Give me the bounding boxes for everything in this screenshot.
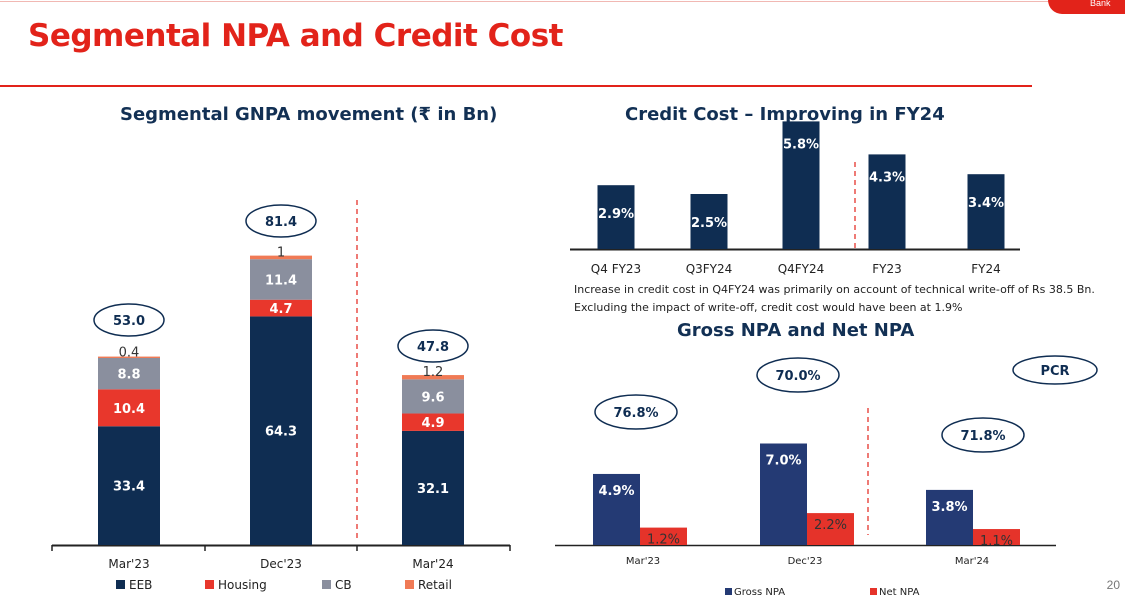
total-label: 47.8 (417, 340, 449, 355)
data-label-housing: 4.7 (269, 302, 292, 317)
top-border-line (0, 1, 1125, 2)
bar-housing-2 (402, 413, 464, 431)
pcr-value-label: 70.0% (775, 369, 820, 384)
data-label-retail: 1 (277, 245, 285, 260)
bar-cb-0 (98, 358, 160, 390)
legend-label-retail: Retail (418, 578, 452, 592)
data-label-cb: 9.6 (421, 390, 444, 405)
total-label: 81.4 (265, 215, 297, 230)
data-label-cb: 8.8 (117, 368, 140, 383)
bank-logo (1048, 0, 1125, 14)
x-tick-label: Q4FY24 (778, 262, 825, 276)
credit-cost-chart-title: Credit Cost – Improving in FY24 (625, 104, 945, 125)
x-tick-label: Dec'23 (260, 557, 302, 571)
credit-cost-bar-1 (690, 194, 728, 249)
total-ellipse (397, 329, 469, 363)
net-npa-bar-0 (640, 527, 687, 545)
legend-label-housing: Housing (218, 578, 267, 592)
total-ellipse (93, 303, 165, 337)
page-title: Segmental NPA and Credit Cost (28, 18, 563, 54)
credit-cost-bar-0 (597, 185, 635, 249)
credit-cost-note-line1: Increase in credit cost in Q4FY24 was pr… (574, 283, 1095, 296)
gross-npa-bar-2 (926, 489, 973, 545)
bar-retail-0 (98, 356, 160, 359)
net-npa-label: 2.2% (814, 518, 847, 533)
gross-npa-label: 4.9% (598, 484, 634, 499)
total-ellipse (245, 204, 317, 238)
pcr-legend-ellipse (1012, 355, 1098, 385)
x-tick-label: FY24 (971, 262, 1001, 276)
net-npa-bar-1 (807, 513, 854, 545)
gross-npa-bar-1 (760, 443, 807, 545)
x-tick-label: Mar'23 (108, 557, 149, 571)
data-label-cb: 11.4 (265, 273, 297, 288)
bar-housing-0 (98, 389, 160, 427)
x-tick-label: Mar'24 (955, 556, 989, 567)
page-number: 20 (1106, 578, 1120, 592)
gnpa-chart-title: Segmental GNPA movement (₹ in Bn) (120, 104, 498, 125)
legend-label-net-npa: Net NPA (879, 587, 920, 598)
legend-label-eeb: EEB (129, 578, 152, 592)
legend-swatch-housing (205, 580, 214, 589)
bar-eeb-0 (98, 426, 160, 545)
pcr-ellipse (756, 357, 840, 393)
legend-swatch-retail (405, 580, 414, 589)
pcr-legend-label: PCR (1040, 364, 1069, 379)
bar-cb-1 (250, 259, 312, 300)
credit-cost-value-label: 2.9% (598, 207, 634, 222)
legend-swatch-net-npa (870, 588, 877, 595)
credit-cost-value-label: 2.5% (691, 216, 727, 231)
credit-cost-bar-2 (782, 121, 820, 249)
gross-npa-label: 3.8% (931, 500, 967, 515)
credit-cost-bar-4 (967, 174, 1005, 249)
credit-cost-value-label: 5.8% (783, 137, 819, 152)
legend-swatch-cb (322, 580, 331, 589)
net-npa-label: 1.1% (980, 534, 1013, 549)
credit-cost-note-line2: Excluding the impact of write-off, credi… (574, 301, 963, 314)
legend-swatch-gross-npa (725, 588, 732, 595)
title-divider (0, 85, 1032, 87)
bar-retail-1 (250, 255, 312, 260)
x-tick-label: Q3FY24 (686, 262, 733, 276)
pcr-value-label: 71.8% (960, 429, 1005, 444)
x-tick-label: FY23 (872, 262, 902, 276)
credit-cost-bar-chart: 2.9% Q4 FY23 2.5% Q3FY24 5.8% Q4FY24 4.3% FY23 3… (570, 121, 1020, 276)
bar-housing-1 (250, 299, 312, 317)
data-label-retail: 1.2 (423, 365, 444, 380)
x-tick-label: Q4 FY23 (591, 262, 641, 276)
data-label-housing: 10.4 (113, 402, 145, 417)
data-label-retail: 0.4 (119, 345, 140, 360)
pcr-value-label: 76.8% (613, 406, 658, 421)
gnpa-stacked-bar-chart: 33.4 10.4 8.8 0.4 53.0 Mar'23 64.3 4.7 11.4 1 81.4… (51, 200, 511, 592)
bank-logo-text: Bank (1090, 0, 1111, 8)
total-label: 53.0 (113, 314, 145, 329)
data-label-eeb: 33.4 (113, 480, 145, 495)
legend-swatch-eeb (116, 580, 125, 589)
npa-grouped-bar-chart: 4.9% 1.2% Mar'23 76.8% 7.0% 2.2% Dec'23 70.0% 3.… (555, 355, 1098, 598)
net-npa-label: 1.2% (647, 533, 680, 548)
bar-eeb-1 (250, 316, 312, 545)
npa-chart-title: Gross NPA and Net NPA (677, 320, 915, 341)
credit-cost-value-label: 4.3% (869, 170, 905, 185)
pcr-ellipse (594, 394, 678, 430)
net-npa-bar-2 (973, 529, 1020, 545)
data-label-eeb: 64.3 (265, 425, 297, 440)
bar-cb-2 (402, 379, 464, 414)
bar-eeb-2 (402, 430, 464, 545)
x-tick-label: Mar'24 (412, 557, 453, 571)
gross-npa-bar-0 (593, 473, 640, 545)
credit-cost-value-label: 3.4% (968, 196, 1004, 211)
gross-npa-label: 7.0% (765, 454, 801, 469)
data-label-eeb: 32.1 (417, 482, 449, 497)
x-tick-label: Mar'23 (626, 556, 660, 567)
credit-cost-bar-3 (868, 154, 906, 249)
legend-label-gross-npa: Gross NPA (734, 587, 785, 598)
bar-retail-2 (402, 375, 464, 380)
data-label-housing: 4.9 (421, 416, 444, 431)
x-tick-label: Dec'23 (788, 556, 823, 567)
legend-label-cb: CB (335, 578, 352, 592)
pcr-ellipse (941, 417, 1025, 453)
